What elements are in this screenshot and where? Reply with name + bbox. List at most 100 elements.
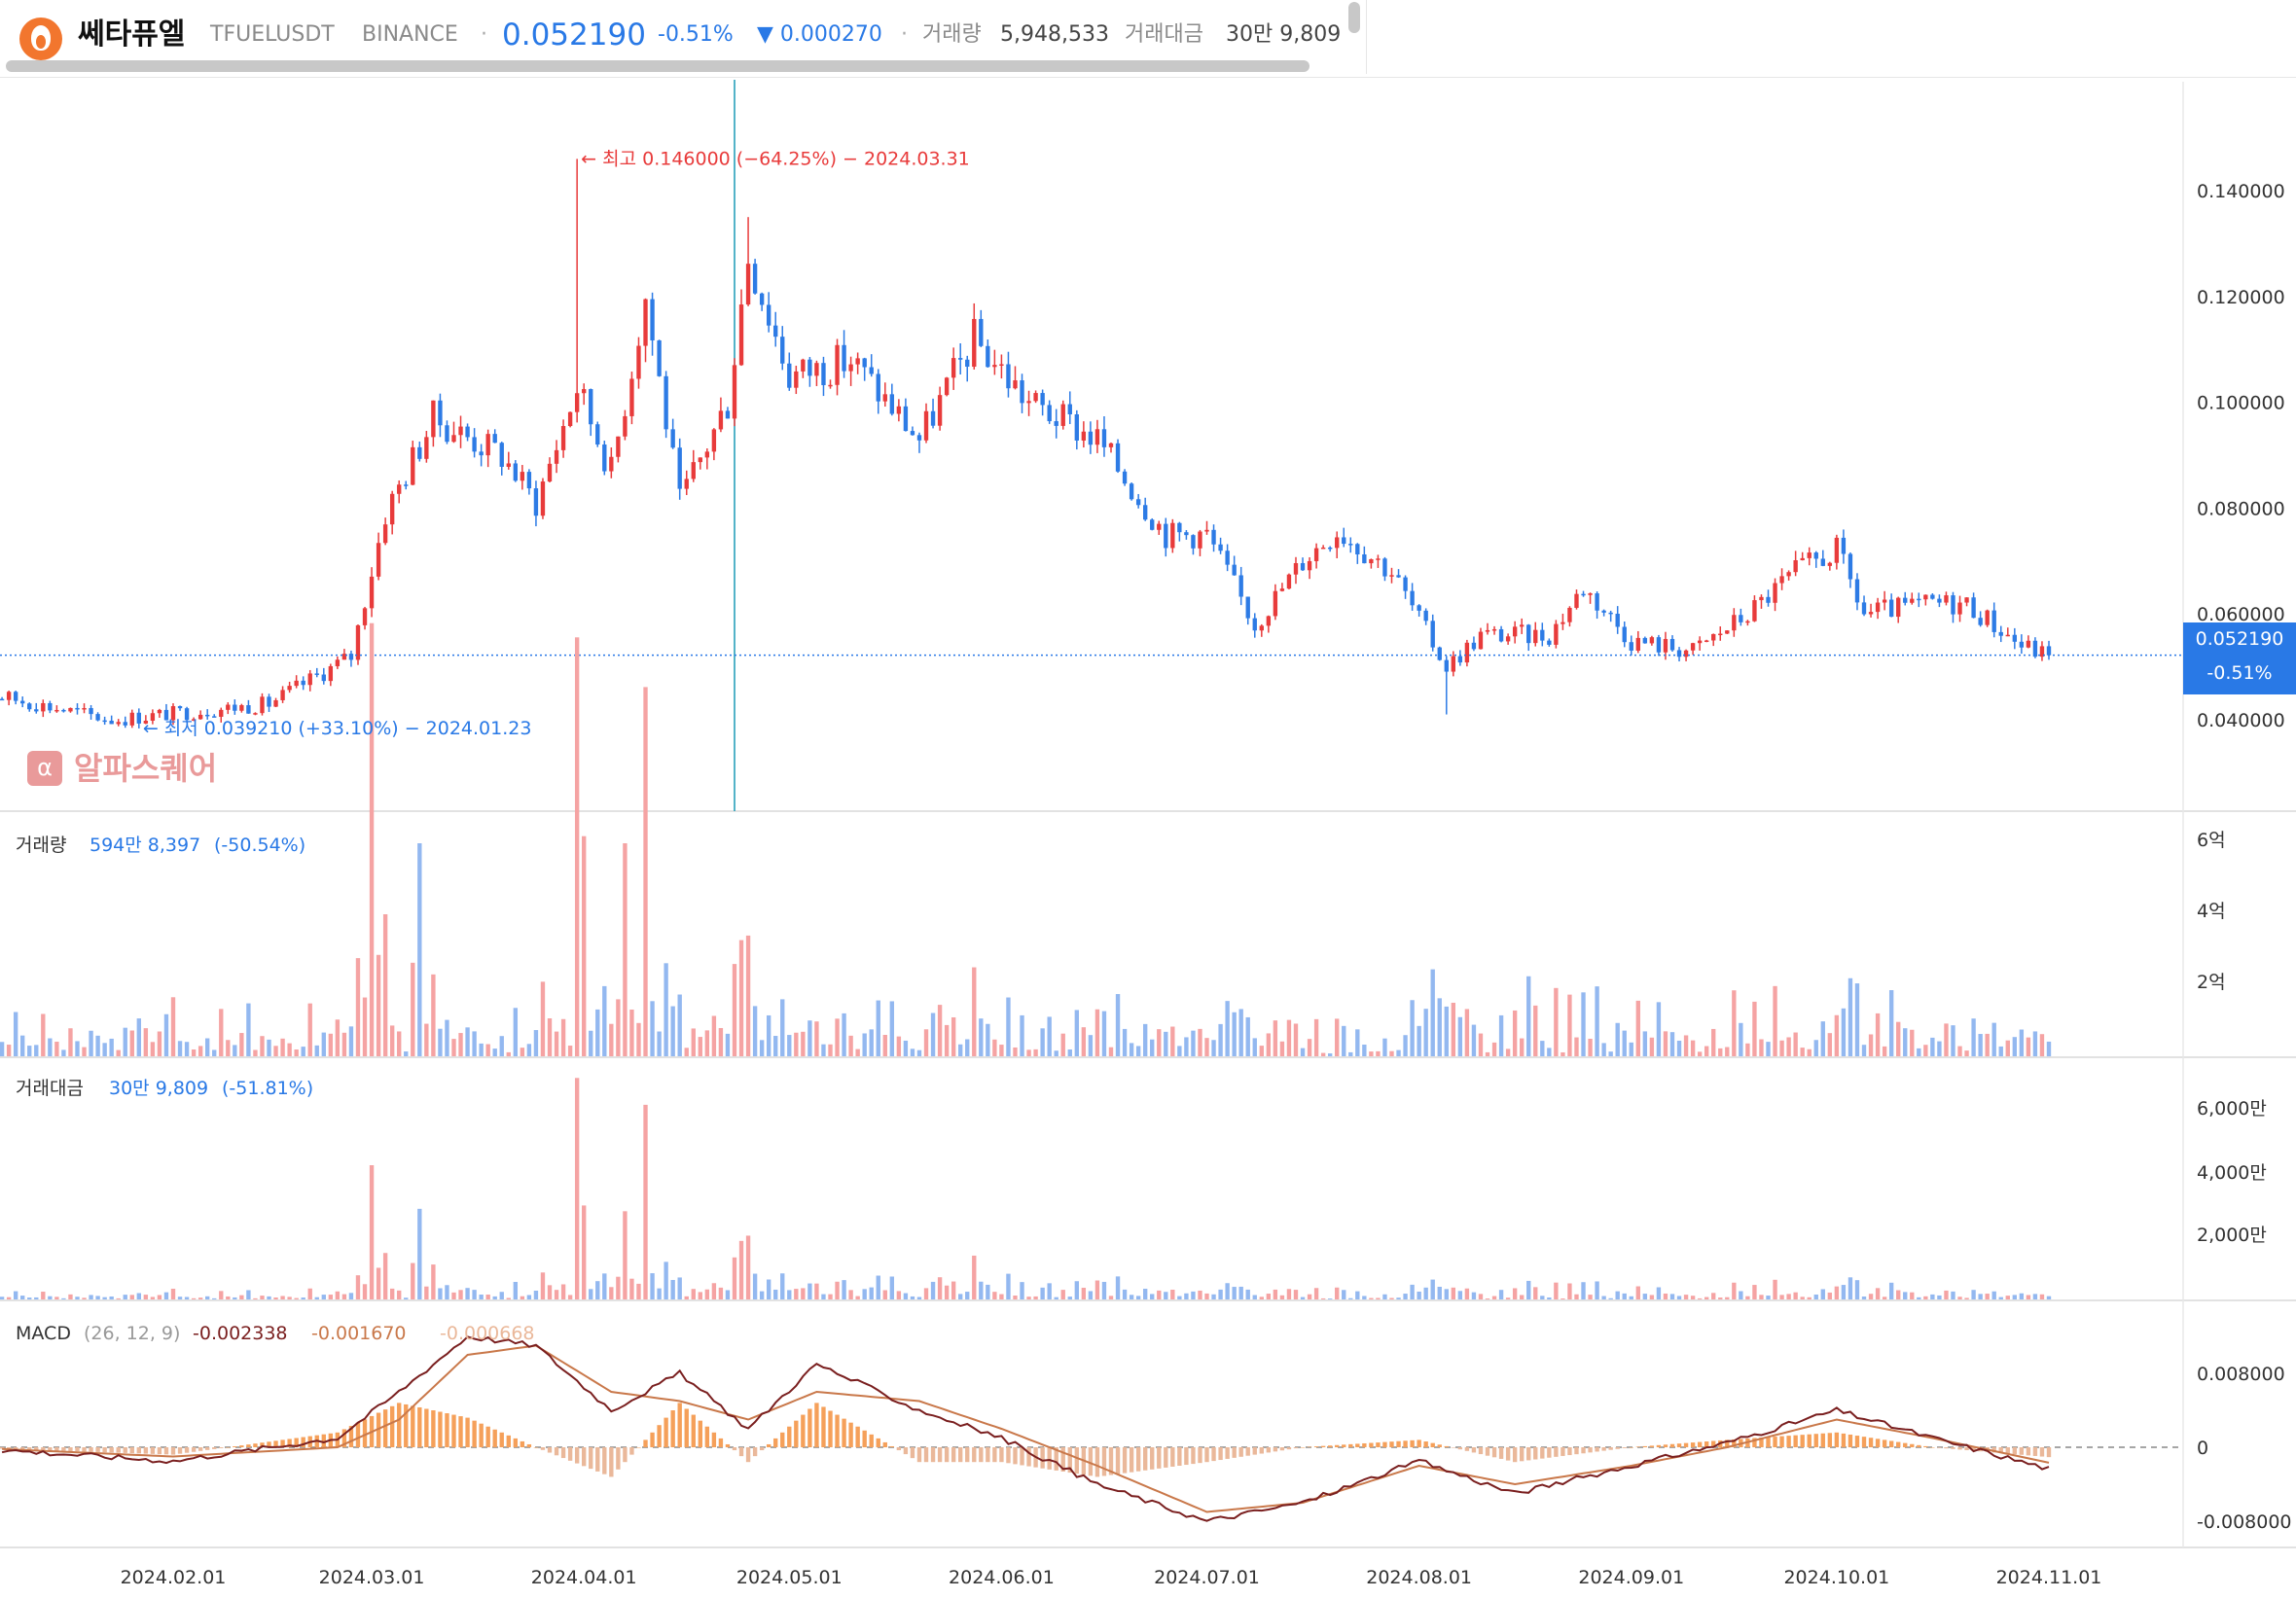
amount-bar [1320, 1297, 1326, 1299]
amount-bar [1725, 1297, 1730, 1299]
candle-body [239, 705, 244, 711]
candle-body [1629, 642, 1633, 651]
macd-histogram-bar [219, 1447, 224, 1448]
amount-bar [472, 1290, 477, 1299]
volume-bar [1266, 1033, 1272, 1056]
volume-bar [1006, 997, 1011, 1056]
candle-body [1396, 575, 1401, 578]
candle-body [704, 451, 710, 458]
candle-body [1430, 621, 1435, 648]
candle-body [979, 318, 984, 346]
macd-histogram-bar [75, 1447, 80, 1452]
amount-bar [554, 1290, 559, 1299]
volume-bar [404, 1051, 409, 1056]
amount-bar [1649, 1295, 1655, 1299]
volume-bar [567, 1046, 573, 1056]
candle-body [13, 692, 18, 701]
amount-bar [923, 1288, 929, 1299]
macd-histogram-bar [1245, 1447, 1250, 1456]
macd-histogram-bar [965, 1447, 970, 1463]
candle-body [1060, 404, 1065, 426]
amount-bar [328, 1295, 334, 1299]
amount-bar [116, 1297, 121, 1299]
macd-histogram-bar [404, 1404, 409, 1447]
current-price: 0.052190 [502, 18, 646, 53]
amount-bar [369, 1165, 375, 1299]
macd-histogram-bar [1047, 1447, 1052, 1470]
volume-bar [1211, 1040, 1216, 1056]
volume-tick-label: 2억 [2197, 972, 2226, 993]
amount-bar [1882, 1297, 1887, 1299]
candle-body [923, 410, 929, 441]
macd-histogram-bar [1177, 1447, 1182, 1466]
amount-bar [1430, 1279, 1435, 1299]
candle-body [1444, 659, 1449, 672]
vertical-scrollbar[interactable] [1348, 2, 1360, 33]
volume-bar [965, 1039, 970, 1056]
candle-body [1307, 560, 1312, 571]
volume-bar [102, 1043, 107, 1056]
macd-histogram-bar [1060, 1447, 1065, 1472]
amount-bar [650, 1273, 655, 1299]
candle-body [431, 400, 436, 438]
amount-bar [589, 1289, 593, 1299]
amount-bar [602, 1273, 607, 1299]
amount-bar [986, 1284, 990, 1299]
volume-bar [239, 1033, 244, 1056]
candle-body [1417, 605, 1421, 611]
volume-bar [1122, 1028, 1128, 1056]
candle-body [1211, 529, 1216, 545]
volume-bar [1040, 1028, 1045, 1056]
candle-body [1259, 625, 1264, 631]
macd-histogram-bar [1875, 1439, 1881, 1447]
macd-histogram-bar [1273, 1447, 1278, 1452]
candle-body [752, 264, 758, 294]
candle-body [595, 424, 600, 445]
volume-bar [1520, 1038, 1525, 1056]
amount-bar [197, 1297, 203, 1299]
amount-bar [711, 1283, 717, 1299]
volume-bar [862, 1033, 867, 1056]
macd-histogram-bar [1355, 1443, 1360, 1447]
macd-histogram-bar [2012, 1447, 2017, 1455]
macd-histogram-bar [1026, 1447, 1031, 1467]
candle-body [1642, 637, 1648, 644]
amount-bar [937, 1277, 943, 1299]
macd-histogram-bar [1293, 1447, 1299, 1449]
volume-bar [1342, 1025, 1346, 1056]
candle-body [6, 692, 12, 700]
amount-bar [821, 1294, 826, 1299]
amount-bar [1588, 1295, 1593, 1299]
candle-body [1697, 640, 1703, 644]
amount-bar [1396, 1297, 1401, 1299]
volume-bar [341, 1032, 347, 1056]
volume-bar [1512, 1010, 1518, 1056]
macd-histogram-bar [1313, 1446, 1319, 1447]
candle-body [670, 429, 675, 448]
low-annotation: ← 최저 0.039210 (+33.10%) − 2024.01.23 [143, 718, 532, 739]
macd-histogram-bar [2032, 1447, 2038, 1456]
macd-histogram-bar [445, 1413, 449, 1447]
candle-body [233, 704, 237, 711]
amount-bar [20, 1296, 25, 1299]
candle-body [623, 415, 628, 437]
volume-bar [1554, 987, 1559, 1056]
candle-body [341, 654, 347, 660]
amount-bar [664, 1261, 668, 1299]
amount-bar [1971, 1290, 1976, 1299]
amount-bar [34, 1297, 39, 1299]
candle-body [1635, 637, 1640, 651]
macd-histogram-bar [1389, 1441, 1394, 1447]
volume-bar [307, 1003, 312, 1056]
volume-label: 거래량 [922, 22, 982, 47]
macd-histogram-bar [116, 1447, 121, 1453]
candle-body [157, 709, 162, 714]
horizontal-scrollbar[interactable] [6, 60, 1309, 72]
amount-bar [1690, 1296, 1696, 1299]
candle-body [1834, 537, 1840, 563]
header-bottom-border [0, 77, 2296, 78]
amount-bar [1985, 1294, 1990, 1299]
candle-body [1875, 602, 1881, 613]
macd-histogram-bar [163, 1447, 169, 1455]
